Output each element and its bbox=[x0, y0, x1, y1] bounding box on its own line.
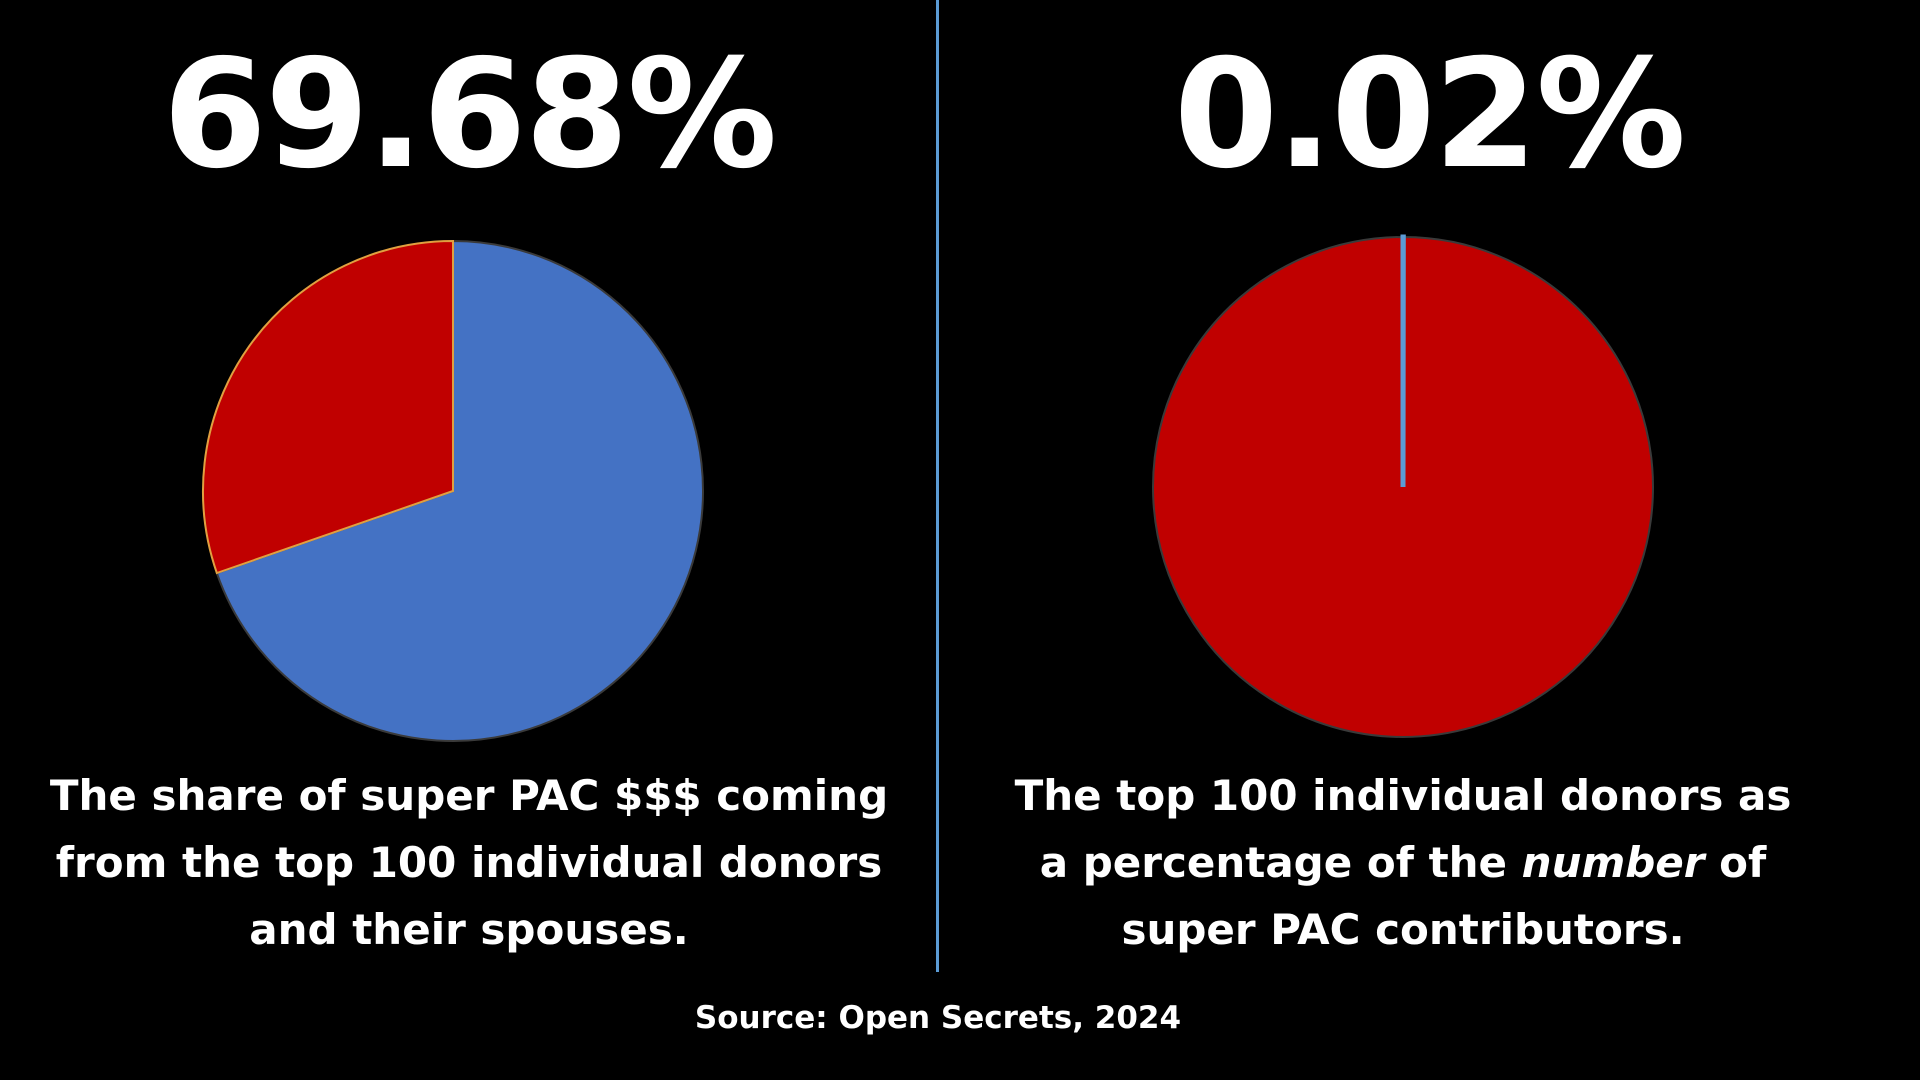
caption-line: super PAC contributors. bbox=[1121, 905, 1685, 954]
caption-line: a percentage of the number of bbox=[938, 829, 1868, 896]
right-headline: 0.02% bbox=[1173, 28, 1686, 202]
caption-line: The top 100 individual donors as bbox=[1014, 771, 1792, 820]
caption-line: and their spouses. bbox=[249, 905, 689, 954]
right-pie-chart bbox=[1151, 234, 1654, 738]
caption-line: from the top 100 individual donors bbox=[55, 838, 883, 887]
left-headline: 69.68% bbox=[162, 28, 778, 202]
left-caption: The share of super PAC $$$ coming from t… bbox=[0, 762, 938, 963]
left-pie-chart bbox=[202, 239, 704, 742]
source-note: Source: Open Secrets, 2024 bbox=[694, 1000, 1182, 1036]
caption-text: a percentage of the bbox=[1039, 838, 1522, 887]
pie-slice bbox=[202, 239, 454, 575]
caption-emphasis: number bbox=[1521, 838, 1705, 887]
caption-line: The share of super PAC $$$ coming bbox=[49, 771, 889, 820]
center-divider bbox=[936, 0, 939, 972]
caption-text: of bbox=[1704, 838, 1767, 887]
right-caption: The top 100 individual donors as a perce… bbox=[938, 762, 1868, 963]
pie-slice bbox=[215, 239, 704, 742]
